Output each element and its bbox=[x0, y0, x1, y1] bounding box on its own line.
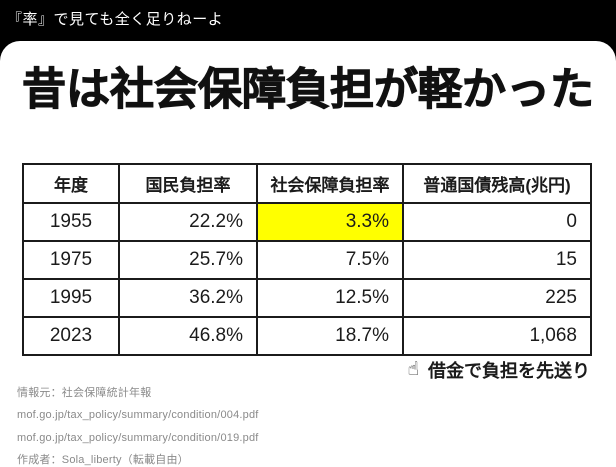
column-header-social-security-burden-rate: 社会保障負担率 bbox=[256, 163, 404, 204]
pointing-up-finger-icon: ☝ bbox=[407, 358, 419, 380]
cell-national-burden: 46.8% bbox=[118, 316, 258, 356]
column-header-year: 年度 bbox=[22, 163, 120, 204]
cell-social-security: 12.5% bbox=[256, 278, 404, 318]
cell-bond-balance: 0 bbox=[402, 202, 592, 242]
cell-year: 1995 bbox=[22, 278, 120, 318]
cell-national-burden: 36.2% bbox=[118, 278, 258, 318]
cell-social-security-highlighted: 3.3% bbox=[256, 202, 404, 242]
table-row-2023: 2023 46.8% 18.7% 1,068 bbox=[22, 316, 592, 356]
cell-bond-balance: 15 bbox=[402, 240, 592, 280]
infographic-card: 昔は社会保障負担が軽かった 年度 国民負担率 社会保障負担率 普通国債残高(兆円… bbox=[0, 41, 616, 467]
source-note-url-1: mof.go.jp/tax_policy/summary/condition/0… bbox=[17, 409, 259, 422]
source-notes: 情報元：社会保障統計年報 mof.go.jp/tax_policy/summar… bbox=[17, 382, 259, 467]
cell-national-burden: 22.2% bbox=[118, 202, 258, 242]
cell-year: 2023 bbox=[22, 316, 120, 356]
column-header-national-burden-rate: 国民負担率 bbox=[118, 163, 258, 204]
post-caption: 『率』で見ても全く足りねーよ bbox=[7, 11, 224, 28]
cell-bond-balance: 225 bbox=[402, 278, 592, 318]
cell-bond-balance: 1,068 bbox=[402, 316, 592, 356]
table-row-1975: 1975 25.7% 7.5% 15 bbox=[22, 240, 592, 280]
source-note-author: 作成者：Sola_liberty（転載自由） bbox=[17, 454, 189, 467]
annotation-text: 借金で負担を先送り bbox=[428, 361, 590, 381]
table-header-row: 年度 国民負担率 社会保障負担率 普通国債残高(兆円) bbox=[22, 163, 592, 204]
source-note-origin: 情報元：社会保障統計年報 bbox=[17, 387, 152, 399]
table-row-1995: 1995 36.2% 12.5% 225 bbox=[22, 278, 592, 318]
infographic-title: 昔は社会保障負担が軽かった bbox=[22, 65, 595, 115]
column-header-gov-bond-balance: 普通国債残高(兆円) bbox=[402, 163, 592, 204]
cell-year: 1975 bbox=[22, 240, 120, 280]
source-note-url-2: mof.go.jp/tax_policy/summary/condition/0… bbox=[17, 431, 259, 444]
cell-national-burden: 25.7% bbox=[118, 240, 258, 280]
burden-rate-table: 年度 国民負担率 社会保障負担率 普通国債残高(兆円) 1955 22.2% 3… bbox=[22, 163, 592, 356]
table-row-1955: 1955 22.2% 3.3% 0 bbox=[22, 202, 592, 242]
cell-social-security: 18.7% bbox=[256, 316, 404, 356]
debt-postponed-annotation: ☝ 借金で負担を先送り bbox=[407, 357, 590, 383]
cell-social-security: 7.5% bbox=[256, 240, 404, 280]
cell-year: 1955 bbox=[22, 202, 120, 242]
